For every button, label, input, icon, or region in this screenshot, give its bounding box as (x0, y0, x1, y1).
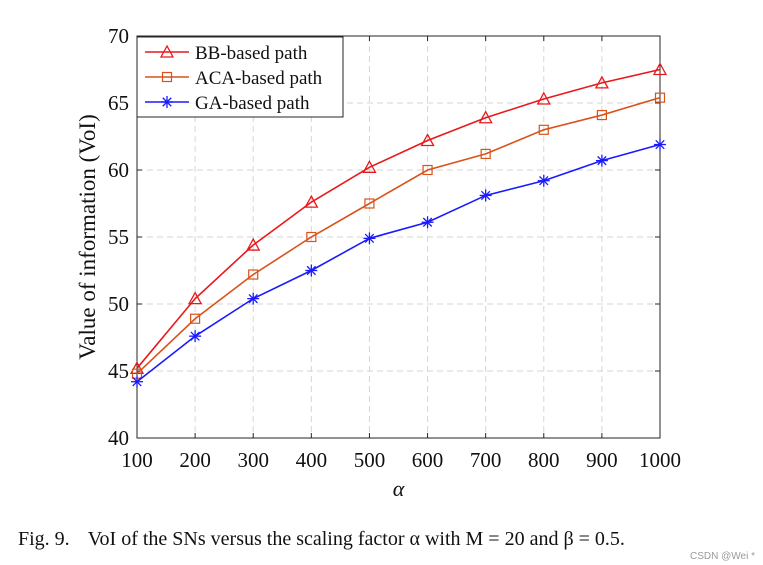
legend-label: ACA-based path (195, 68, 323, 89)
figure-label: Fig. 9. (18, 528, 70, 550)
y-tick-label: 60 (108, 158, 129, 182)
data-point (596, 109, 607, 121)
data-point (248, 269, 259, 280)
data-point (420, 133, 435, 147)
x-tick-label: 400 (296, 448, 328, 472)
y-tick-label: 70 (108, 24, 129, 48)
x-tick-label: 100 (121, 448, 153, 472)
series-group (129, 62, 668, 388)
y-tick-label: 55 (108, 225, 129, 249)
y-axis-label: Value of information (VoI) (75, 114, 100, 360)
x-tick-label: 600 (412, 448, 444, 472)
y-tick-label: 65 (108, 91, 129, 115)
legend: BB-based path ACA-based path GA-based path (136, 36, 344, 118)
axes: 100 200 300 400 500 600 700 800 900 1000 40 45 50 55 6… (75, 24, 681, 501)
x-tick-label: 500 (354, 448, 386, 472)
series-line (136, 143, 661, 383)
legend-item: ACA-based path (145, 68, 323, 89)
data-point (479, 189, 492, 202)
data-point (538, 124, 549, 135)
legend-marker (161, 96, 173, 108)
data-point (190, 313, 201, 324)
data-point (304, 194, 319, 208)
data-point (421, 216, 434, 229)
series-star (131, 138, 666, 388)
x-tick-label: 300 (237, 448, 269, 472)
data-point (189, 330, 202, 343)
legend-label: GA-based path (195, 93, 310, 114)
data-point (422, 164, 433, 176)
caption-text: VoI of the SNs versus the scaling factor… (87, 528, 625, 550)
y-tick-label: 45 (108, 359, 129, 383)
series-line (136, 68, 661, 369)
series-triangle (129, 62, 668, 374)
series-square (131, 92, 666, 379)
data-point (594, 75, 609, 89)
data-point (305, 264, 318, 277)
data-point (480, 148, 491, 160)
data-point (654, 92, 666, 103)
x-tick-label: 1000 (639, 448, 681, 472)
figure-caption: Fig. 9. VoI of the SNs versus the scaling… (18, 528, 625, 551)
x-tick-label: 800 (528, 448, 560, 472)
legend-item: GA-based path (145, 93, 310, 114)
data-point (247, 292, 260, 305)
data-point (131, 375, 143, 388)
data-point (364, 198, 375, 209)
series-line (136, 96, 661, 375)
data-point (363, 232, 376, 245)
legend-marker (161, 71, 173, 83)
data-point (652, 62, 668, 76)
x-tick-label: 700 (470, 448, 502, 472)
legend-label: BB-based path (195, 43, 308, 64)
data-point (595, 154, 608, 167)
line-chart: 100 200 300 400 500 600 700 800 900 1000 40 45 50 55 6… (75, 24, 681, 501)
legend-marker (159, 44, 175, 58)
y-tick-label: 40 (108, 426, 129, 450)
legend-item: BB-based path (145, 43, 308, 64)
data-point (188, 291, 203, 305)
data-point (362, 159, 377, 173)
watermark: CSDN @Wei * (690, 551, 755, 562)
x-tick-label: 200 (179, 448, 211, 472)
x-tick-label: 900 (586, 448, 618, 472)
x-axis-label: α (393, 476, 405, 501)
data-point (478, 110, 493, 124)
data-point (306, 231, 317, 243)
y-tick-label: 50 (108, 292, 129, 316)
data-point (246, 237, 261, 251)
data-point (536, 91, 551, 105)
data-point (537, 174, 550, 187)
data-point (654, 138, 666, 151)
